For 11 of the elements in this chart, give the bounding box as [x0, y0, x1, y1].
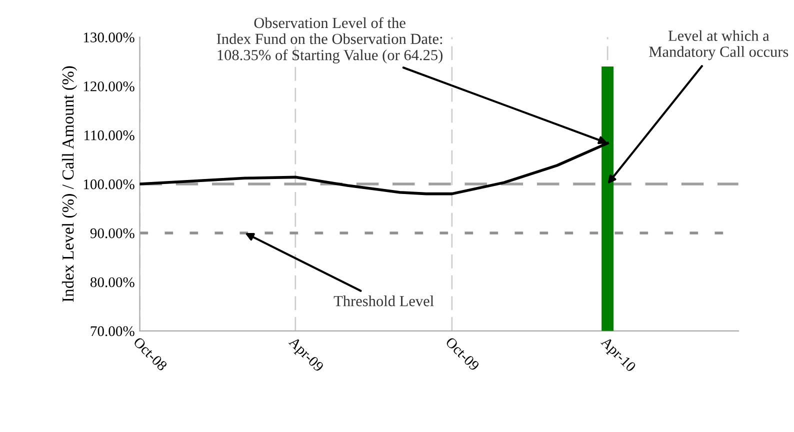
y-axis-title: Index Level (%) / Call Amount (%): [62, 66, 78, 302]
y-tick-label: 130.00%: [84, 32, 134, 42]
y-tick-label: 110.00%: [84, 130, 134, 140]
y-tick-label: 90.00%: [90, 228, 134, 238]
y-tick-label: 70.00%: [90, 326, 134, 336]
annotation: Threshold Level: [334, 296, 434, 306]
annotation: Observation Level of the Index Fund on the Observation Date: 108.35% of Starting Value (or 64.25): [216, 17, 442, 64]
y-tick-label: 100.00%: [84, 179, 134, 190]
y-tick-label: 120.00%: [84, 81, 134, 92]
annotation: Level at which a Mandatory Call occurs: [649, 30, 788, 60]
y-tick-label: 80.00%: [90, 277, 134, 288]
